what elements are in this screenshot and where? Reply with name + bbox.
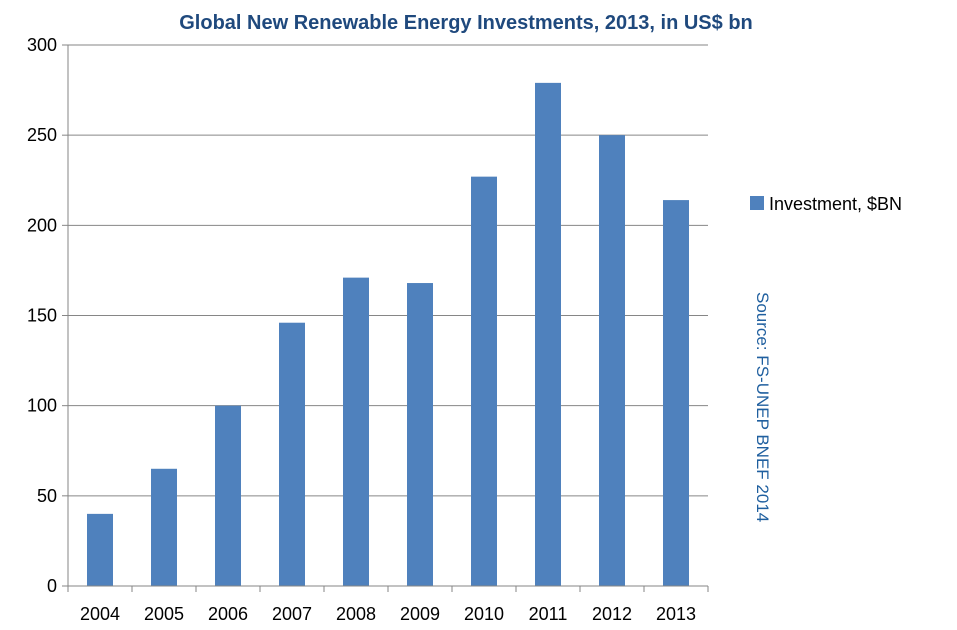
x-tick-label: 2008 (336, 604, 376, 624)
bar-2011 (535, 82, 561, 587)
x-tick-label: 2006 (208, 604, 248, 624)
x-axis-tick-labels: 2004 2005 2006 2007 2008 2009 2010 2011 2012 2013 (80, 604, 696, 624)
y-tick-label: 250 (27, 125, 57, 145)
y-tick-label: 150 (27, 306, 57, 326)
legend-label: Investment, $BN (769, 194, 902, 214)
legend-swatch (750, 196, 764, 210)
source-note: Source: FS-UNEP BNEF 2014 (753, 292, 772, 522)
bar-2009 (407, 283, 433, 586)
bar-2010 (471, 176, 497, 587)
bar-2005 (151, 468, 177, 586)
x-tick-label: 2013 (656, 604, 696, 624)
bar-2007 (279, 322, 305, 586)
x-tick-label: 2009 (400, 604, 440, 624)
x-tick-label: 2005 (144, 604, 184, 624)
y-tick-label: 0 (47, 576, 57, 596)
bars (87, 82, 689, 587)
x-tick-label: 2010 (464, 604, 504, 624)
axes (62, 44, 709, 592)
y-tick-label: 100 (27, 396, 57, 416)
x-tick-label: 2007 (272, 604, 312, 624)
x-tick-label: 2004 (80, 604, 120, 624)
y-tick-label: 200 (27, 215, 57, 235)
x-tick-label: 2012 (592, 604, 632, 624)
bar-2004 (87, 513, 113, 586)
y-tick-label: 300 (27, 35, 57, 55)
legend: Investment, $BN (750, 194, 902, 214)
bar-2008 (343, 277, 369, 586)
bar-2013 (663, 200, 689, 586)
x-tick-label: 2011 (529, 604, 568, 624)
bar-2012 (599, 135, 625, 586)
y-tick-label: 50 (37, 486, 57, 506)
bar-2006 (215, 405, 241, 586)
chart-title: Global New Renewable Energy Investments,… (179, 12, 753, 34)
y-axis-tick-labels: 0 50 100 150 200 250 300 (27, 35, 57, 596)
